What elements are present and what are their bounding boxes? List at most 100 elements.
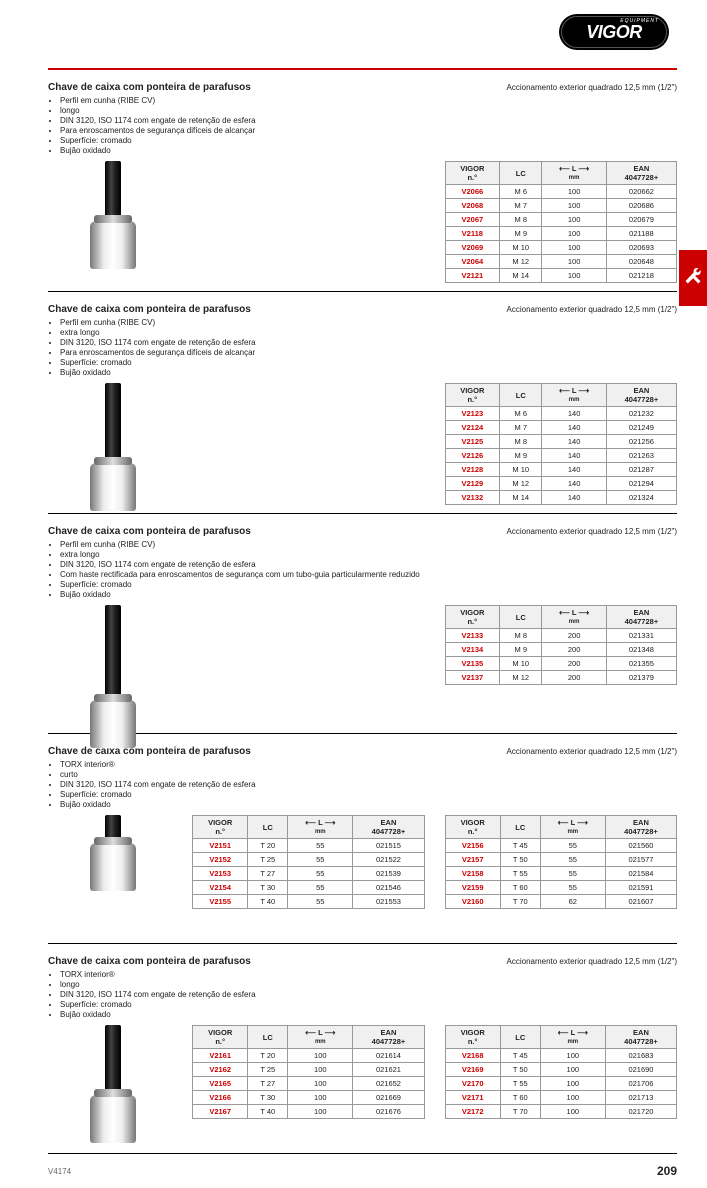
feature-item: extra longo (60, 550, 677, 559)
table-row: V2121M 14100021218 (445, 269, 677, 283)
product-section: Chave de caixa com ponteira de parafusos… (48, 956, 677, 1154)
table-row: V2064M 12100020648 (445, 255, 677, 269)
table-row: V2151T 2055021515 (193, 839, 425, 853)
feature-item: Superfície: cromado (60, 790, 677, 799)
product-image (48, 161, 178, 281)
feature-list: Perfil em cunha (RIBE CV)extra longoDIN … (48, 540, 677, 599)
product-image (48, 815, 178, 935)
table-row: V2156T 4555021560 (445, 839, 677, 853)
section-title: Chave de caixa com ponteira de parafusos (48, 956, 251, 967)
drive-spec: Accionamento exterior quadrado 12,5 mm (… (507, 527, 677, 536)
tables-wrap: VIGORn.°LC⟵ L ⟶mmEAN4047728+V2066M 61000… (192, 161, 677, 283)
drive-spec: Accionamento exterior quadrado 12,5 mm (… (507, 305, 677, 314)
table-row: V2067M 8100020679 (445, 213, 677, 227)
table-row: V2157T 5055021577 (445, 853, 677, 867)
brand-logo: EQUIPMENT VIGOR (559, 14, 669, 50)
product-image (48, 383, 178, 503)
feature-item: Superfície: cromado (60, 580, 677, 589)
table-row: V2129M 12140021294 (445, 477, 677, 491)
section-title: Chave de caixa com ponteira de parafusos (48, 746, 251, 757)
product-section: Chave de caixa com ponteira de parafusos… (48, 746, 677, 944)
section-title: Chave de caixa com ponteira de parafusos (48, 526, 251, 537)
tables-wrap: VIGORn.°LC⟵ L ⟶mmEAN4047728+V2123M 61400… (192, 383, 677, 505)
table-row: V2158T 5555021584 (445, 867, 677, 881)
table-row: V2126M 9140021263 (445, 449, 677, 463)
table-row: V2171T 60100021713 (445, 1091, 677, 1105)
spec-table: VIGORn.°LC⟵ L ⟶mmEAN4047728+V2168T 45100… (445, 1025, 678, 1119)
feature-item: Perfil em cunha (RIBE CV) (60, 540, 677, 549)
feature-list: TORX interior®longoDIN 3120, ISO 1174 co… (48, 970, 677, 1019)
table-row: V2168T 45100021683 (445, 1049, 677, 1063)
table-row: V2068M 7100020686 (445, 199, 677, 213)
feature-item: DIN 3120, ISO 1174 com engate de retençã… (60, 780, 677, 789)
brand-tag: EQUIPMENT (620, 18, 659, 24)
feature-item: Bujão oxidado (60, 1010, 677, 1019)
section-title: Chave de caixa com ponteira de parafusos (48, 82, 251, 93)
table-row: V2137M 12200021379 (445, 671, 677, 685)
product-section: Chave de caixa com ponteira de parafusos… (48, 304, 677, 514)
page-number: 209 (657, 1164, 677, 1178)
table-row: V2124M 7140021249 (445, 421, 677, 435)
table-row: V2161T 20100021614 (193, 1049, 425, 1063)
table-row: V2125M 8140021256 (445, 435, 677, 449)
feature-item: Com haste rectificada para enroscamentos… (60, 570, 677, 579)
product-section: Chave de caixa com ponteira de parafusos… (48, 526, 677, 734)
header-divider (48, 68, 677, 70)
tools-icon (684, 267, 702, 290)
drive-spec: Accionamento exterior quadrado 12,5 mm (… (507, 83, 677, 92)
table-row: V2165T 27100021652 (193, 1077, 425, 1091)
feature-item: Para enroscamentos de segurança difíceis… (60, 126, 677, 135)
feature-item: DIN 3120, ISO 1174 com engate de retençã… (60, 116, 677, 125)
catalog-page: EQUIPMENT VIGOR Chave de caixa com ponte… (0, 0, 707, 1188)
feature-item: Bujão oxidado (60, 590, 677, 599)
feature-item: Bujão oxidado (60, 368, 677, 377)
feature-item: curto (60, 770, 677, 779)
table-row: V2134M 9200021348 (445, 643, 677, 657)
table-row: V2118M 9100021188 (445, 227, 677, 241)
tables-wrap: VIGORn.°LC⟵ L ⟶mmEAN4047728+V2133M 82000… (192, 605, 677, 685)
spec-table: VIGORn.°LC⟵ L ⟶mmEAN4047728+V2161T 20100… (192, 1025, 425, 1119)
feature-item: TORX interior® (60, 760, 677, 769)
feature-item: longo (60, 106, 677, 115)
feature-list: Perfil em cunha (RIBE CV)longoDIN 3120, … (48, 96, 677, 155)
table-row: V2123M 6140021232 (445, 407, 677, 421)
feature-item: Perfil em cunha (RIBE CV) (60, 318, 677, 327)
feature-item: DIN 3120, ISO 1174 com engate de retençã… (60, 560, 677, 569)
feature-item: Bujão oxidado (60, 146, 677, 155)
product-section: Chave de caixa com ponteira de parafusos… (48, 82, 677, 292)
feature-item: TORX interior® (60, 970, 677, 979)
feature-item: Para enroscamentos de segurança difíceis… (60, 348, 677, 357)
table-row: V2069M 10100020693 (445, 241, 677, 255)
table-row: V2154T 3055021546 (193, 881, 425, 895)
feature-item: extra longo (60, 328, 677, 337)
feature-item: Superfície: cromado (60, 358, 677, 367)
table-row: V2166T 30100021669 (193, 1091, 425, 1105)
table-row: V2155T 4055021553 (193, 895, 425, 909)
sections-container: Chave de caixa com ponteira de parafusos… (48, 82, 677, 1154)
drive-spec: Accionamento exterior quadrado 12,5 mm (… (507, 957, 677, 966)
table-row: V2128M 10140021287 (445, 463, 677, 477)
product-image (48, 1025, 178, 1145)
table-row: V2170T 55100021706 (445, 1077, 677, 1091)
table-row: V2135M 10200021355 (445, 657, 677, 671)
feature-item: DIN 3120, ISO 1174 com engate de retençã… (60, 990, 677, 999)
feature-list: TORX interior®curtoDIN 3120, ISO 1174 co… (48, 760, 677, 809)
tables-wrap: VIGORn.°LC⟵ L ⟶mmEAN4047728+V2161T 20100… (192, 1025, 677, 1119)
feature-item: longo (60, 980, 677, 989)
table-row: V2169T 50100021690 (445, 1063, 677, 1077)
feature-item: Superfície: cromado (60, 1000, 677, 1009)
feature-list: Perfil em cunha (RIBE CV)extra longoDIN … (48, 318, 677, 377)
table-row: V2153T 2755021539 (193, 867, 425, 881)
feature-item: DIN 3120, ISO 1174 com engate de retençã… (60, 338, 677, 347)
product-image (48, 605, 178, 725)
feature-item: Bujão oxidado (60, 800, 677, 809)
spec-table: VIGORn.°LC⟵ L ⟶mmEAN4047728+V2133M 82000… (445, 605, 678, 685)
tables-wrap: VIGORn.°LC⟵ L ⟶mmEAN4047728+V2151T 20550… (192, 815, 677, 909)
table-row: V2152T 2555021522 (193, 853, 425, 867)
table-row: V2172T 70100021720 (445, 1105, 677, 1119)
feature-item: Perfil em cunha (RIBE CV) (60, 96, 677, 105)
table-row: V2162T 25100021621 (193, 1063, 425, 1077)
spec-table: VIGORn.°LC⟵ L ⟶mmEAN4047728+V2156T 45550… (445, 815, 678, 909)
table-row: V2159T 6055021591 (445, 881, 677, 895)
table-row: V2066M 6100020662 (445, 185, 677, 199)
